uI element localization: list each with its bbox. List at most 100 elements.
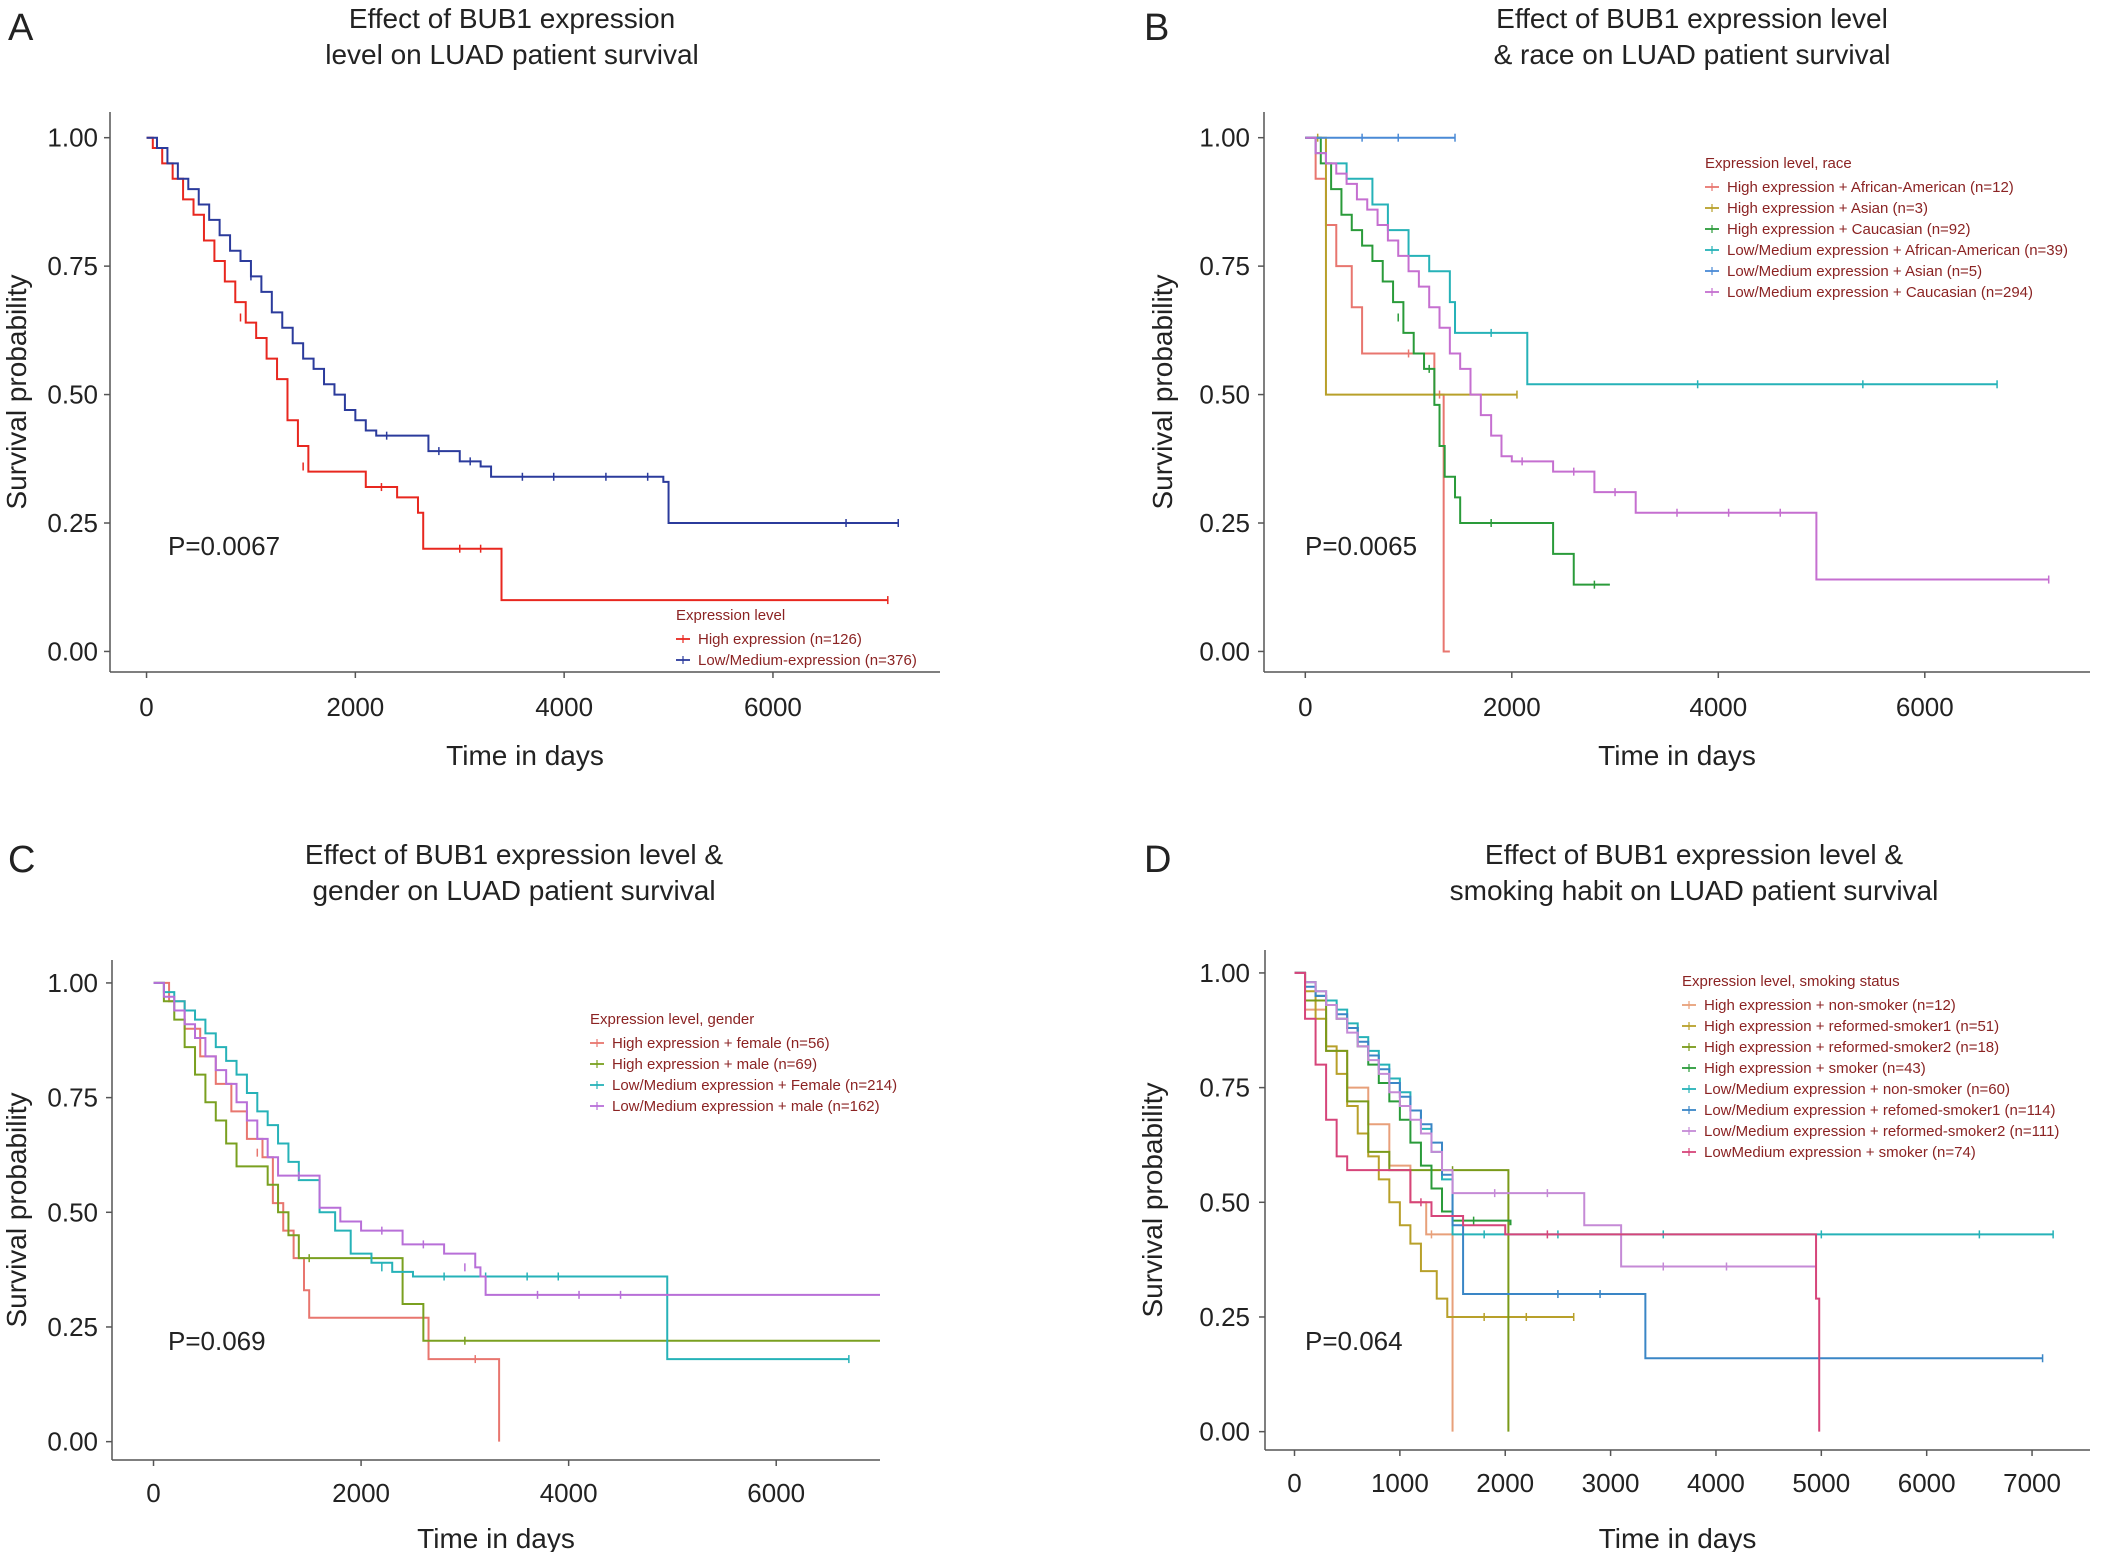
y-axis-label: Survival probability	[1, 275, 32, 510]
x-tick-label: 0	[1298, 692, 1312, 722]
legend-title: Expression level, smoking status	[1682, 973, 1900, 990]
x-tick-label: 5000	[1792, 1468, 1850, 1498]
y-tick-label: 0.00	[1199, 636, 1250, 666]
series-2	[146, 136, 899, 528]
y-axis-label: Survival probability	[1, 1093, 32, 1328]
survival-curve	[153, 981, 880, 1296]
x-tick-label: 3000	[1582, 1468, 1640, 1498]
series-3	[1294, 971, 1510, 1432]
panel-d: D Effect of BUB1 expression level & smokin…	[1137, 839, 2090, 1554]
panel-label: A	[8, 7, 34, 49]
x-tick-label: 6000	[1898, 1468, 1956, 1498]
x-tick-label: 4000	[1689, 692, 1747, 722]
legend-entry: High expression + non-smoker (n=12)	[1704, 997, 1956, 1014]
legend-entry: High expression + Caucasian (n=92)	[1727, 221, 1970, 238]
series-1	[1294, 971, 1454, 1432]
chart-title-line: Effect of BUB1 expression	[349, 3, 675, 34]
survival-curve	[146, 136, 888, 602]
y-tick-label: 0.00	[47, 1427, 98, 1457]
legend-entry: High expression + male (n=69)	[612, 1056, 817, 1073]
panel-label: D	[1144, 839, 1171, 881]
p-value: P=0.0065	[1305, 531, 1417, 561]
chart-title-line: & race on LUAD patient survival	[1494, 39, 1891, 70]
x-tick-label: 6000	[747, 1478, 805, 1508]
y-tick-label: 0.50	[47, 380, 98, 410]
y-tick-label: 1.00	[47, 968, 98, 998]
p-value: P=0.069	[168, 1326, 266, 1356]
chart-title-line: Effect of BUB1 expression level &	[305, 839, 723, 870]
x-tick-label: 2000	[332, 1478, 390, 1508]
legend-entry: High expression + Asian (n=3)	[1727, 200, 1928, 217]
y-tick-label: 0.50	[1199, 1187, 1250, 1217]
y-tick-label: 1.00	[1199, 123, 1250, 153]
legend-entry: Low/Medium expression + male (n=162)	[612, 1098, 880, 1115]
x-axis-label: Time in days	[1599, 1523, 1757, 1552]
survival-curve	[1294, 971, 1510, 1432]
y-tick-label: 0.75	[47, 251, 98, 281]
panel-c: C Effect of BUB1 expression level & gender…	[1, 839, 897, 1554]
survival-curve	[1294, 971, 1454, 1432]
x-tick-label: 4000	[1687, 1468, 1745, 1498]
chart-title-line: Effect of BUB1 expression level &	[1485, 839, 1903, 870]
chart-title-line: smoking habit on LUAD patient survival	[1450, 875, 1939, 906]
y-tick-label: 0.00	[1199, 1417, 1250, 1447]
legend-entry: Low/Medium-expression (n=376)	[698, 652, 917, 669]
legend-entry: Low/Medium expression + reformed-smoker2…	[1704, 1123, 2059, 1140]
series-3	[1305, 136, 1610, 589]
panel-b: B Effect of BUB1 expression level & race o…	[1144, 3, 2090, 771]
x-tick-label: 2000	[326, 692, 384, 722]
legend: Expression level, race High expression + …	[1705, 155, 2068, 301]
chart-title-line: Effect of BUB1 expression level	[1496, 3, 1888, 34]
legend-entry: Low/Medium expression + Asian (n=5)	[1727, 263, 1982, 280]
y-tick-label: 0.50	[47, 1197, 98, 1227]
survival-curve	[1294, 971, 1821, 1432]
x-tick-label: 2000	[1476, 1468, 1534, 1498]
x-tick-label: 0	[146, 1478, 160, 1508]
y-tick-label: 0.25	[47, 508, 98, 538]
x-tick-label: 7000	[2003, 1468, 2061, 1498]
series-1	[146, 136, 889, 605]
y-tick-label: 0.75	[1199, 251, 1250, 281]
series-4	[153, 981, 880, 1299]
series-6	[1305, 136, 2050, 584]
x-tick-label: 6000	[1896, 692, 1954, 722]
y-tick-label: 0.25	[1199, 1302, 1250, 1332]
survival-curve	[1294, 971, 1574, 1318]
series-8	[1294, 971, 1821, 1432]
series-5	[1305, 133, 1456, 142]
legend: Expression level, smoking status High exp…	[1682, 973, 2059, 1161]
x-tick-label: 0	[1287, 1468, 1301, 1498]
chart-title-line: gender on LUAD patient survival	[312, 875, 715, 906]
x-axis-label: Time in days	[446, 740, 604, 771]
legend-entry: High expression + smoker (n=43)	[1704, 1060, 1926, 1077]
legend-entry: LowMedium expression + smoker (n=74)	[1704, 1144, 1976, 1161]
legend-title: Expression level, gender	[590, 1011, 754, 1028]
legend-entry: Low/Medium expression + refomed-smoker1 …	[1704, 1102, 2056, 1119]
y-tick-label: 0.50	[1199, 380, 1250, 410]
legend-entry: Low/Medium expression + Female (n=214)	[612, 1077, 897, 1094]
legend-entry: High expression (n=126)	[698, 631, 862, 648]
p-value: P=0.064	[1305, 1326, 1403, 1356]
x-axis-label: Time in days	[1598, 740, 1756, 771]
x-tick-label: 0	[139, 692, 153, 722]
x-tick-label: 1000	[1371, 1468, 1429, 1498]
panel-label: B	[1144, 7, 1169, 49]
legend-title: Expression level	[676, 607, 785, 624]
legend-entry: High expression + reformed-smoker1 (n=51…	[1704, 1018, 1999, 1035]
survival-curve	[1305, 136, 1610, 586]
legend-entry: High expression + reformed-smoker2 (n=18…	[1704, 1039, 1999, 1056]
series-2	[1294, 971, 1575, 1321]
chart-title-line: level on LUAD patient survival	[325, 39, 699, 70]
series-2	[153, 981, 880, 1345]
legend-title: Expression level, race	[1705, 155, 1852, 172]
survival-curve	[153, 981, 880, 1342]
y-tick-label: 0.00	[47, 636, 98, 666]
y-axis-label: Survival probability	[1147, 275, 1178, 510]
panel-label: C	[8, 839, 35, 881]
y-tick-label: 0.25	[1199, 508, 1250, 538]
x-axis-label: Time in days	[417, 1523, 575, 1552]
legend-entry: High expression + female (n=56)	[612, 1035, 830, 1052]
x-tick-label: 6000	[744, 692, 802, 722]
survival-curve	[1294, 971, 1817, 1268]
